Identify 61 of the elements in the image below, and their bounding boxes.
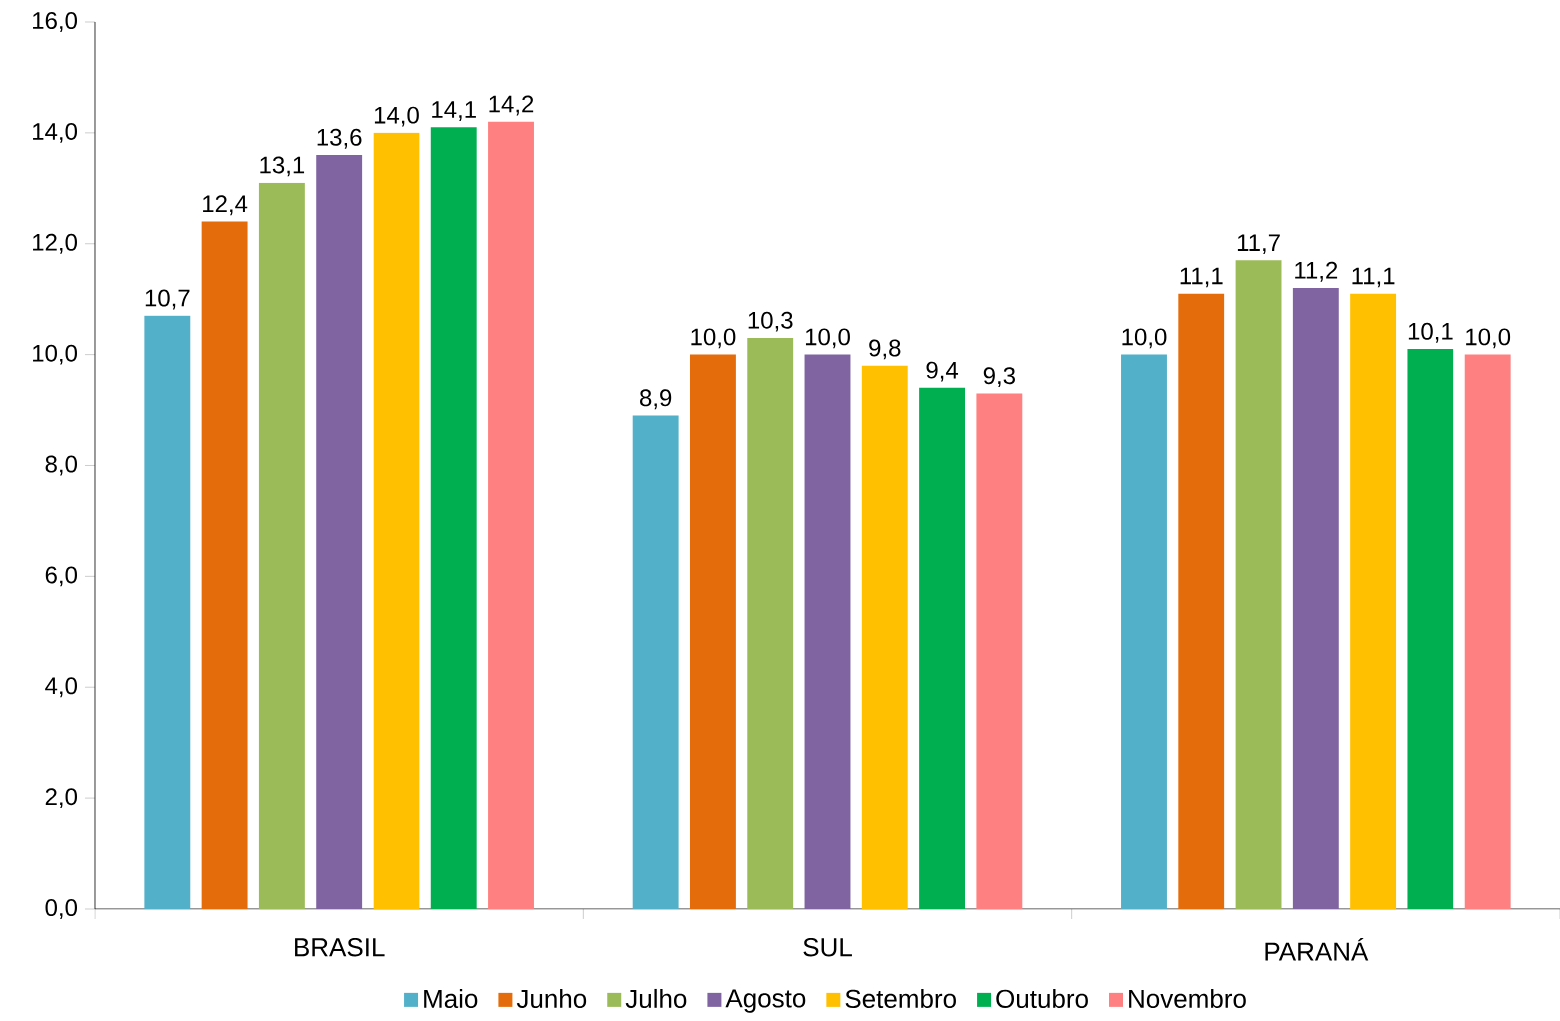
data-label: 10,7 [145,289,190,310]
bar [1178,293,1225,909]
bar [804,354,851,909]
legend-label: Junho [516,988,587,1009]
legend-label: Agosto [725,989,806,1013]
bar [1464,354,1511,909]
bar [373,132,420,909]
data-label: 13,6 [317,128,362,149]
bar [1292,288,1339,909]
data-label: 9,3 [983,367,1015,388]
bar [1235,260,1282,909]
bar [1407,349,1454,909]
data-label: 14,2 [489,95,534,116]
y-tick-label: 2,0 [45,788,78,809]
legend-label: Novembro [1129,988,1246,1009]
x-tick-label: BRASIL [295,938,385,957]
y-tick-label: 10,0 [33,344,77,365]
data-label: 10,0 [691,328,736,349]
data-label: 10,0 [1466,328,1511,349]
y-tick-label: 16,0 [33,12,77,32]
data-label: 11,7 [1237,234,1280,254]
data-label: 9,8 [869,339,901,360]
y-tick-label: 14,0 [33,122,77,143]
data-label: 11,2 [1295,261,1338,282]
data-label: 11,1 [1180,267,1223,288]
y-tick-label: 4,0 [45,677,78,698]
y-tick-label: 12,0 [33,233,77,254]
bar [1350,293,1397,909]
data-label: 8,9 [640,389,672,410]
bar [689,354,736,909]
data-label: 10,0 [805,328,850,349]
bar [316,155,363,909]
y-tick-label: 6,0 [45,566,78,587]
bar [258,182,305,909]
data-label: 12,4 [203,195,248,216]
bar [976,393,1023,909]
data-label: 10,1 [1408,322,1453,343]
legend-label: Setembro [845,988,956,1009]
data-label: 10,0 [1122,328,1167,349]
data-label: 13,1 [260,156,305,177]
bar [144,315,191,909]
bar [1121,354,1167,909]
bar [430,127,477,909]
x-tick-label: PARANÁ [1265,938,1369,961]
data-label: 11,1 [1352,267,1395,288]
bar [861,365,908,909]
bar [747,337,794,909]
y-tick-label: 8,0 [45,455,78,476]
x-tick-label: SUL [803,938,852,957]
data-label: 14,0 [374,106,419,127]
bar [919,387,966,909]
bar [488,121,534,909]
legend-label: Maio [424,988,478,1009]
data-label: 9,4 [926,361,959,382]
y-tick-label: 0,0 [45,899,78,919]
bar [201,221,248,909]
legend-label: Outubro [996,988,1088,1009]
data-label: 10,3 [748,311,793,332]
bar [632,415,679,909]
data-label: 14,1 [432,101,476,121]
legend-label: Julho [625,988,687,1009]
